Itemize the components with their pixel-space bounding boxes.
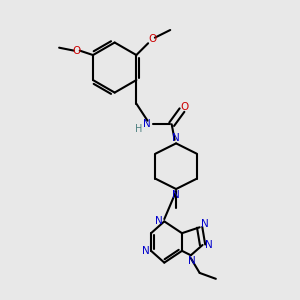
Text: N: N xyxy=(205,240,212,250)
Text: N: N xyxy=(172,190,180,200)
Text: N: N xyxy=(201,219,209,229)
Text: O: O xyxy=(73,46,81,56)
Text: N: N xyxy=(142,246,150,256)
Text: H: H xyxy=(135,124,142,134)
Text: N: N xyxy=(172,133,180,143)
Text: O: O xyxy=(181,102,189,112)
Text: N: N xyxy=(143,119,151,129)
Text: N: N xyxy=(188,256,196,266)
Text: N: N xyxy=(155,216,163,226)
Text: O: O xyxy=(148,34,157,44)
